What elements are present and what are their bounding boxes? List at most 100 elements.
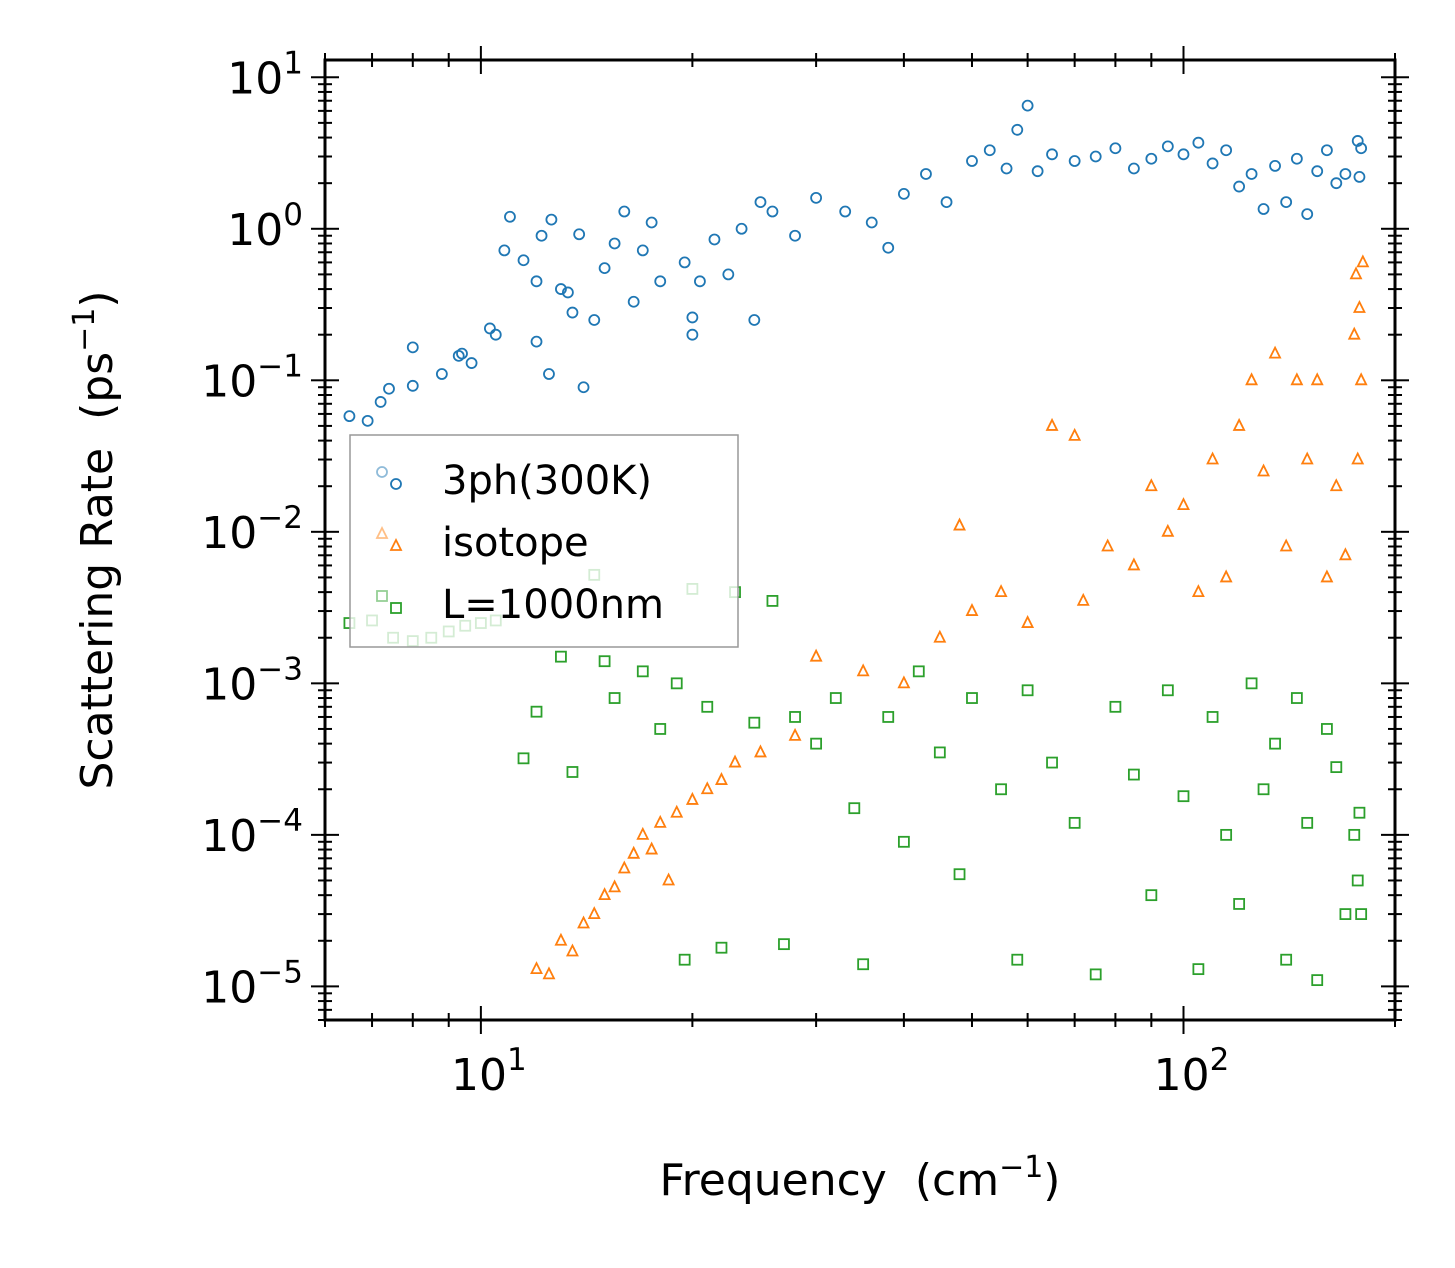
legend: 3ph(300K) isotope L=1000nm — [349, 434, 739, 648]
data-point — [343, 410, 356, 423]
data-point — [789, 229, 801, 242]
plot-frame — [323, 58, 1397, 1022]
data-point — [754, 196, 767, 209]
data-point — [489, 328, 502, 341]
data-point — [1192, 963, 1205, 976]
legend-marker — [390, 602, 402, 614]
data-point — [810, 191, 823, 204]
data-point — [1233, 898, 1246, 910]
data-point — [1127, 162, 1140, 175]
data-point — [722, 268, 735, 281]
data-point — [670, 804, 684, 818]
x-tick-label: 101 — [451, 1042, 527, 1101]
data-point — [766, 595, 779, 607]
data-point — [940, 196, 953, 209]
data-point — [383, 382, 395, 395]
legend-marker — [390, 478, 402, 490]
data-point — [1351, 874, 1364, 887]
axis-ticks — [311, 46, 1409, 1034]
data-point — [653, 814, 667, 828]
x-axis-unit-exp: −1 — [999, 1150, 1043, 1185]
series-1 — [530, 254, 1370, 980]
data-point — [920, 168, 932, 180]
data-point — [1220, 828, 1233, 841]
data-point — [1349, 266, 1363, 280]
data-point — [1109, 142, 1122, 155]
data-point — [517, 254, 530, 267]
data-point — [1145, 152, 1158, 165]
data-point — [662, 872, 676, 886]
legend-label: 3ph(300K) — [442, 458, 652, 504]
legend-item: L=1000nm — [376, 582, 664, 628]
data-point — [498, 244, 511, 257]
data-point — [636, 244, 649, 257]
data-point — [1329, 478, 1343, 492]
data-point — [406, 379, 419, 392]
legend-item: 3ph(300K) — [376, 458, 652, 504]
data-point — [1301, 208, 1314, 221]
data-point — [530, 961, 543, 975]
data-point — [617, 860, 631, 874]
data-point — [953, 517, 966, 531]
data-point — [1000, 162, 1013, 175]
data-point — [565, 943, 579, 957]
data-point — [701, 700, 714, 713]
data-point — [829, 692, 842, 704]
data-point — [1330, 177, 1343, 190]
data-point — [1068, 155, 1081, 167]
data-point — [530, 705, 543, 718]
data-point — [678, 256, 691, 269]
data-point — [912, 665, 925, 678]
data-point — [545, 213, 558, 226]
data-point — [1177, 148, 1190, 161]
data-point — [483, 322, 496, 335]
data-point — [748, 314, 761, 326]
data-point — [654, 275, 667, 288]
data-point — [588, 314, 601, 326]
data-point — [700, 781, 714, 795]
data-point — [1206, 451, 1220, 465]
data-point — [1177, 497, 1190, 511]
data-point — [670, 677, 683, 690]
data-point — [636, 826, 650, 840]
data-point — [715, 941, 728, 954]
data-point — [618, 205, 631, 218]
data-point — [685, 791, 699, 805]
data-point — [1192, 136, 1205, 149]
data-point — [1046, 148, 1058, 161]
data-point — [1355, 142, 1368, 155]
data-point — [1339, 168, 1352, 180]
data-point — [1144, 478, 1158, 492]
legend-label: isotope — [442, 520, 589, 566]
data-point — [789, 711, 801, 723]
y-axis-unit-exp: −1 — [67, 308, 102, 352]
data-point — [1127, 768, 1140, 781]
data-point — [694, 275, 706, 288]
y-tick-label: 10−2 — [201, 500, 303, 559]
y-axis-label: Scattering Rate (ps−1) — [67, 290, 123, 789]
data-point — [1279, 538, 1293, 552]
data-point — [839, 205, 852, 218]
data-point — [598, 655, 611, 668]
data-point — [1351, 451, 1365, 465]
legend-marker — [375, 525, 389, 539]
data-point — [748, 716, 761, 729]
data-point — [1355, 908, 1368, 920]
data-point — [882, 241, 895, 254]
legend-item: isotope — [375, 520, 589, 566]
data-point — [598, 887, 612, 901]
data-point — [1076, 592, 1090, 606]
data-point — [1330, 761, 1343, 774]
x-axis-label-text: Frequency — [660, 1155, 887, 1206]
data-point — [965, 603, 979, 616]
data-point — [1339, 908, 1352, 920]
y-tick-label: 10−1 — [201, 348, 303, 407]
data-point — [566, 766, 579, 778]
data-point — [735, 222, 748, 235]
data-point — [1109, 700, 1122, 713]
data-point — [1321, 144, 1333, 157]
data-point — [1245, 677, 1258, 690]
data-point — [1011, 123, 1024, 136]
data-point — [865, 216, 878, 229]
data-point — [715, 772, 728, 785]
